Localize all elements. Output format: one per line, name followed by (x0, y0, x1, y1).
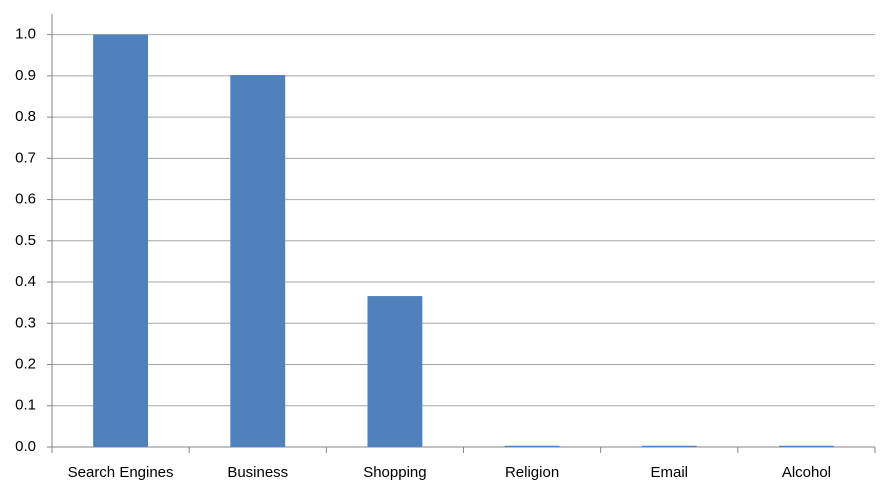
bar (778, 445, 834, 447)
y-tick-label: 0.9 (15, 67, 36, 84)
y-tick-label: 0.2 (15, 355, 36, 372)
y-tick-label: 0.0 (15, 438, 36, 455)
x-tick-label: Religion (505, 464, 559, 481)
bar (93, 34, 149, 447)
y-tick-label: 0.3 (15, 314, 36, 331)
y-tick-label: 0.1 (15, 397, 36, 414)
x-tick-label: Shopping (363, 464, 426, 481)
x-tick-label: Business (227, 464, 288, 481)
y-tick-label: 0.4 (15, 273, 36, 290)
y-tick-label: 0.5 (15, 232, 36, 249)
y-tick-label: 0.8 (15, 108, 36, 125)
y-tick-label: 0.7 (15, 149, 36, 166)
bar (641, 445, 697, 447)
bar (367, 296, 423, 447)
bar (504, 445, 560, 447)
y-tick-label: 0.6 (15, 191, 36, 208)
x-tick-label: Search Engines (68, 464, 174, 481)
y-tick-label: 1.0 (15, 26, 36, 43)
x-tick-label: Alcohol (782, 464, 831, 481)
x-tick-label: Email (650, 464, 688, 481)
bar (230, 75, 286, 447)
